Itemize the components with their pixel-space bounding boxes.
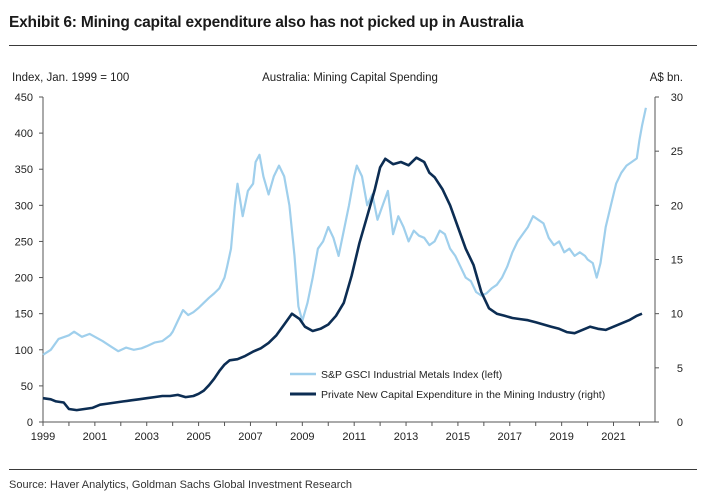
right-tick-label: 15	[671, 255, 683, 267]
right-tick-label: 5	[677, 363, 683, 375]
x-tick-label: 2021	[601, 431, 625, 443]
x-tick-label: 2019	[549, 431, 573, 443]
left-tick-label: 350	[15, 164, 33, 176]
x-tick-label: 1999	[31, 431, 55, 443]
x-tick-label: 2013	[394, 431, 418, 443]
chart-title: Australia: Mining Capital Spending	[262, 72, 438, 84]
right-tick-label: 0	[677, 417, 683, 429]
x-tick-label: 2005	[186, 431, 210, 443]
left-tick-label: 100	[15, 345, 33, 357]
left-tick-label: 150	[15, 309, 33, 321]
top-rule	[9, 45, 697, 46]
right-tick-label: 10	[671, 309, 683, 321]
lines-group	[42, 107, 647, 412]
legend-capex-label: Private New Capital Expenditure in the M…	[321, 389, 605, 401]
x-tick-label: 2011	[342, 431, 366, 443]
legend: S&P GSCI Industrial Metals Index (left) P…	[290, 369, 605, 401]
line-chart: Index, Jan. 1999 = 100 Australia: Mining…	[12, 72, 683, 443]
bottom-rule	[9, 469, 697, 470]
left-tick-label: 0	[27, 417, 33, 429]
left-tick-label: 200	[15, 273, 33, 285]
right-axis-label: A$ bn.	[650, 72, 683, 84]
left-tick-label: 450	[15, 92, 33, 104]
x-tick-label: 2009	[290, 431, 314, 443]
right-tick-label: 25	[671, 146, 683, 158]
left-tick-label: 250	[15, 236, 33, 248]
left-axis-label: Index, Jan. 1999 = 100	[12, 72, 129, 84]
x-tick-label: 2007	[238, 431, 262, 443]
x-tick-label: 2015	[446, 431, 470, 443]
right-tick-label: 30	[671, 92, 683, 104]
x-tick-label: 2001	[83, 431, 107, 443]
mining-capex-line	[42, 156, 643, 412]
legend-metals-label: S&P GSCI Industrial Metals Index (left)	[321, 369, 502, 381]
x-tick-label: 2003	[134, 431, 158, 443]
source-note: Source: Haver Analytics, Goldman Sachs G…	[9, 479, 352, 491]
left-tick-label: 50	[21, 381, 33, 393]
left-tick-label: 400	[15, 128, 33, 140]
exhibit-title: Exhibit 6: Mining capital expenditure al…	[9, 14, 524, 31]
x-tick-label: 2017	[498, 431, 522, 443]
metals-index-line	[42, 107, 647, 356]
right-tick-label: 20	[671, 200, 683, 212]
left-tick-label: 300	[15, 200, 33, 212]
axes-group: 0 50 100 150 200 250 300 350 400 450 0 5 10 15 20 25 30 1…	[15, 92, 683, 443]
